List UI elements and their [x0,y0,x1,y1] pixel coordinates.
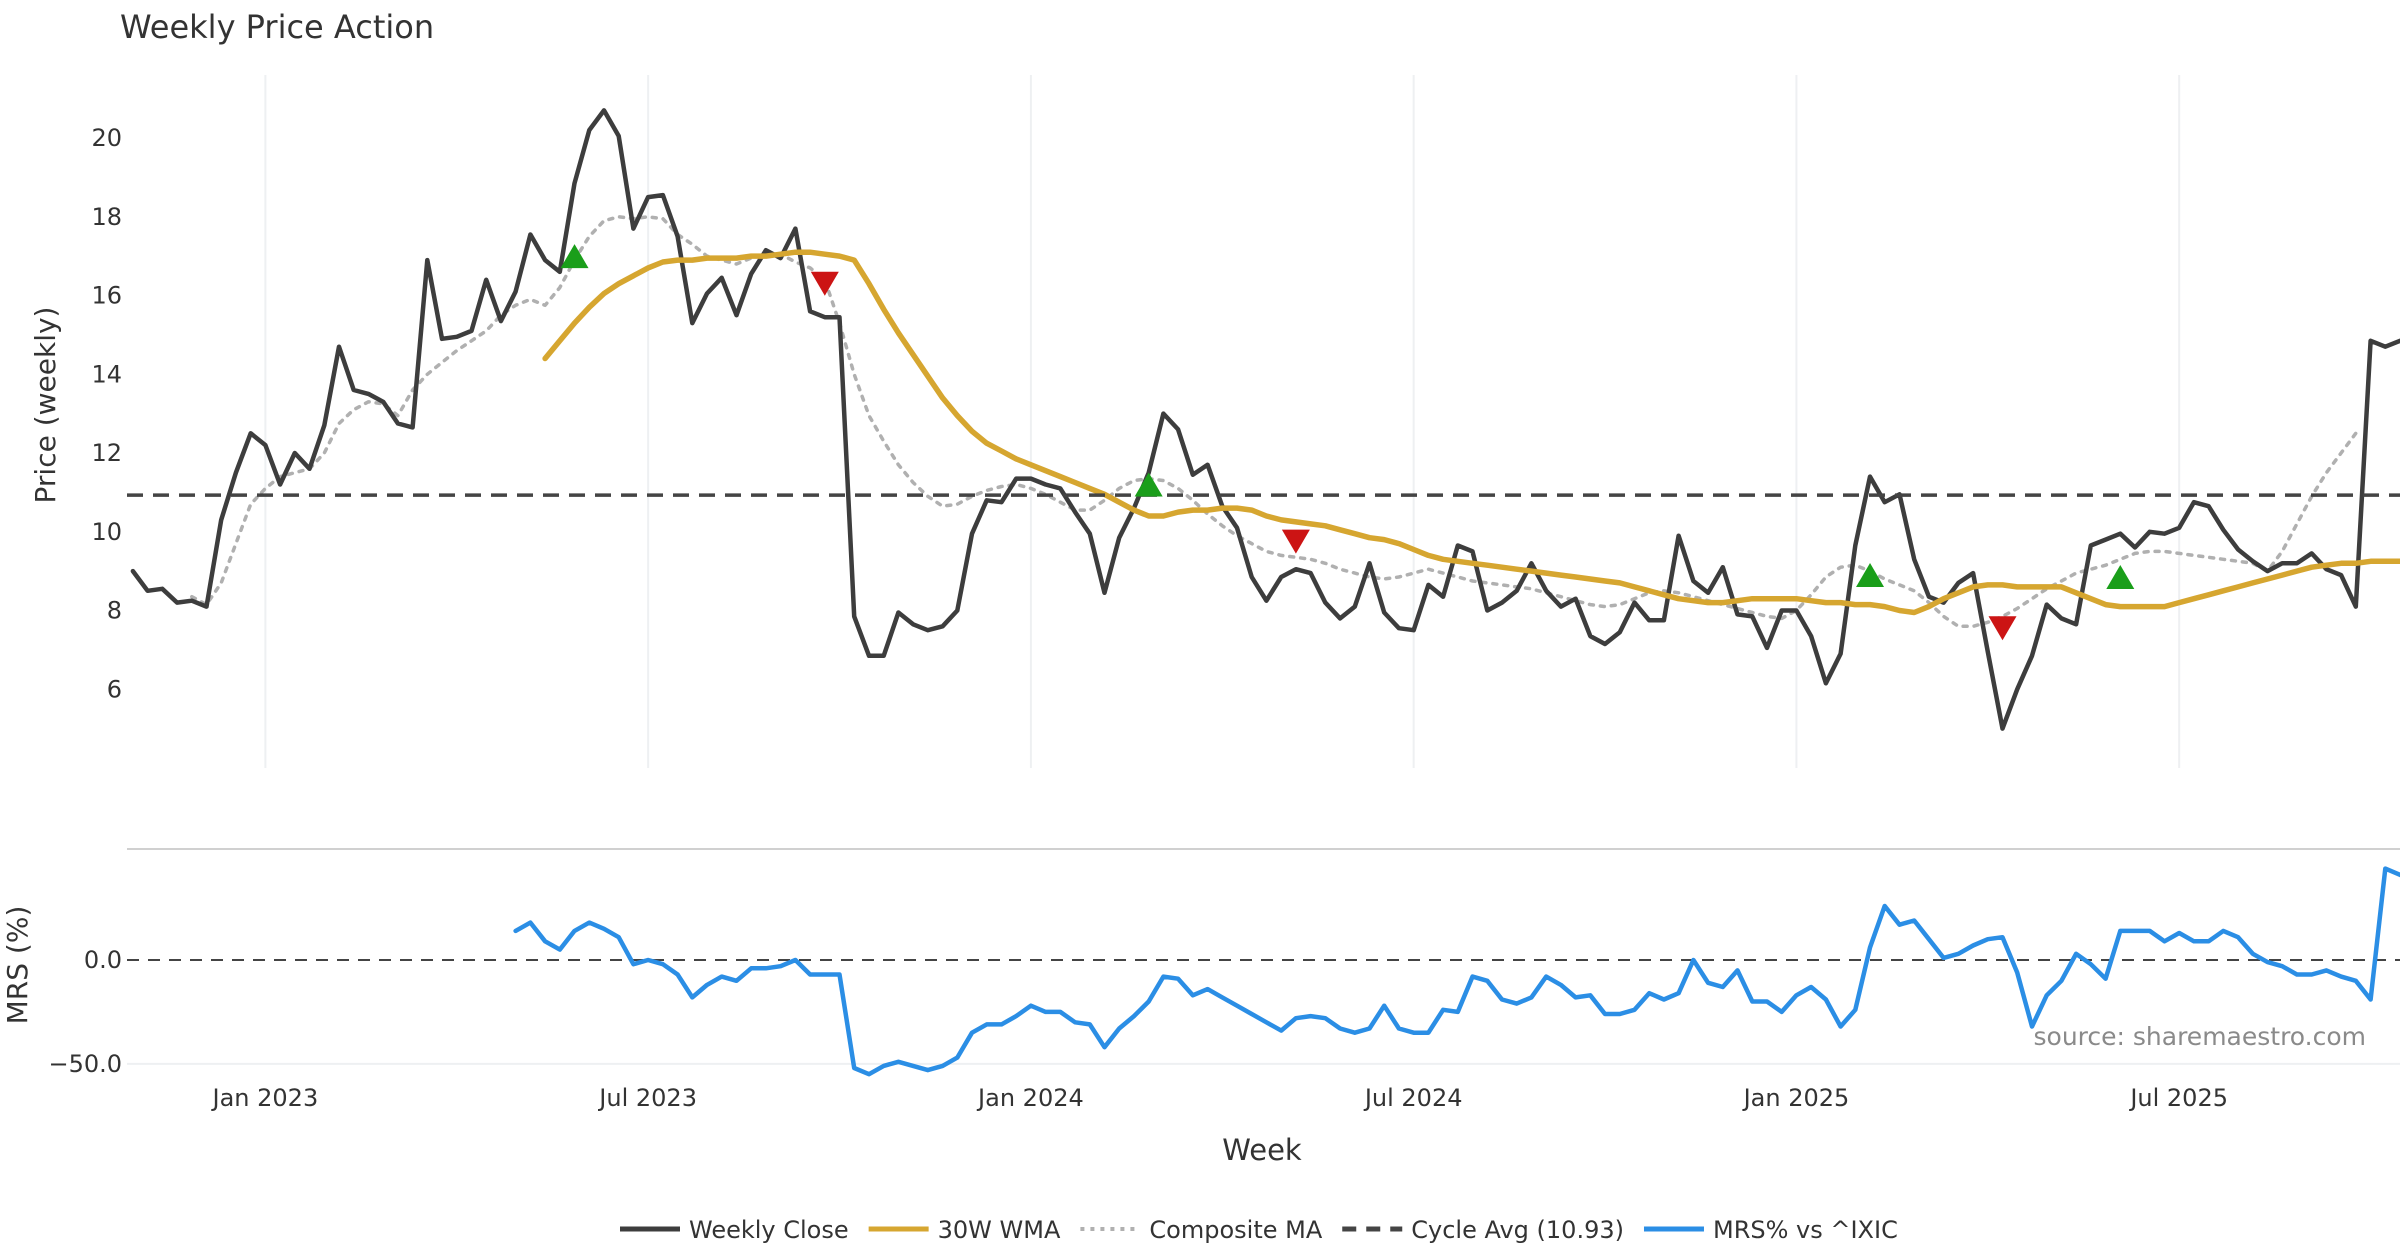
chart-title: Weekly Price Action [120,8,434,46]
mrs-y-tick-label: −50.0 [48,1050,122,1078]
sell-signal-marker [810,271,839,296]
buy-signal-marker [1134,472,1163,497]
gridlines [127,75,2400,1065]
buy-signal-marker [2106,565,2135,589]
legend-item: Composite MA [1080,1216,1323,1244]
price-y-tick-label: 6 [107,675,122,703]
legend-label: Cycle Avg (10.93) [1411,1216,1624,1244]
x-tick-label: Jan 2025 [1742,1084,1850,1112]
legend-item: MRS% vs ^IXIC [1643,1216,1898,1244]
price-y-tick-label: 14 [91,360,122,388]
legend-item: 30W WMA [868,1216,1061,1244]
legend-item: Weekly Close [620,1216,849,1244]
x-tick-label: Jan 2024 [976,1084,1084,1112]
signal-markers [560,244,2135,641]
series-line-mrs [513,866,2400,1077]
sell-signal-marker [1988,616,2017,641]
series-layer [127,108,2400,1077]
series-line-weekly-close [130,108,2400,731]
legend-label: MRS% vs ^IXIC [1713,1216,1898,1244]
x-tick-label: Jul 2025 [2128,1084,2228,1112]
source-text: source: sharemaestro.com [2034,1022,2367,1051]
series-line-composite-ma [190,215,2358,629]
sell-signal-marker [1281,529,1310,554]
legend: Weekly Close 30W WMA Composite MA Cycle Avg… [620,1216,1898,1244]
buy-signal-marker [560,244,589,269]
price-y-tick-label: 10 [91,518,122,546]
price-y-axis-label: Price (weekly) [29,307,62,504]
price-y-tick-labels: 6 8 10 12 14 16 18 20 [91,124,122,703]
legend-label: Weekly Close [689,1216,849,1244]
price-y-tick-label: 12 [91,439,122,467]
x-tick-label: Jan 2023 [211,1084,319,1112]
x-tick-labels: Jan 2023 Jul 2023 Jan 2024 Jul 2024 Jan 2025… [211,1084,2228,1112]
price-y-tick-label: 18 [91,203,122,231]
mrs-y-axis-label: MRS (%) [1,906,34,1025]
legend-item: Cycle Avg (10.93) [1342,1216,1624,1244]
x-tick-label: Jul 2023 [597,1084,697,1112]
price-y-tick-label: 20 [91,124,122,152]
legend-label: Composite MA [1149,1216,1322,1244]
legend-label: 30W WMA [938,1216,1061,1244]
mrs-y-tick-labels: 0.0 −50.0 [48,946,122,1078]
series-line-30w-wma [542,249,2400,616]
x-tick-label: Jul 2024 [1363,1084,1463,1112]
price-y-tick-label: 16 [91,282,122,310]
buy-signal-marker [1856,563,1885,588]
mrs-y-tick-label: 0.0 [84,946,122,974]
price-y-tick-label: 8 [107,597,122,625]
x-axis-label: Week [1222,1133,1302,1167]
